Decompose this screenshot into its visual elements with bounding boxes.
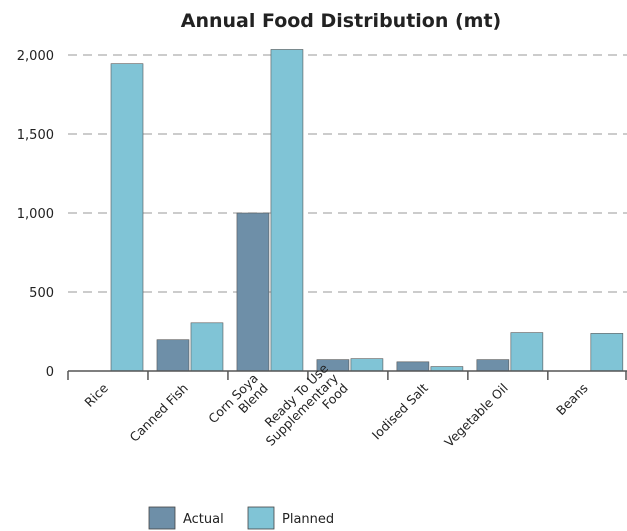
y-tick-label: 1,500 bbox=[17, 128, 54, 143]
legend-label-actual: Actual bbox=[183, 512, 224, 527]
x-category-label: Rice bbox=[81, 380, 111, 410]
bar-actual-2 bbox=[236, 212, 270, 372]
legend: Actual Planned bbox=[148, 506, 334, 530]
x-category-label-line: Vegetable Oil bbox=[441, 380, 511, 450]
y-tick-label: 2,000 bbox=[17, 49, 54, 64]
x-category-label: Beans bbox=[553, 380, 591, 418]
x-category-label: Iodised Salt bbox=[369, 380, 431, 442]
x-category-label-line: Iodised Salt bbox=[369, 380, 431, 442]
bars bbox=[110, 49, 624, 372]
x-axis-ticks bbox=[67, 371, 627, 380]
y-tick-label: 500 bbox=[29, 286, 54, 301]
y-axis-ticks: 0 500 1,000 1,500 2,000 bbox=[17, 49, 54, 380]
bar-planned-6 bbox=[590, 333, 624, 372]
legend-swatch-actual bbox=[148, 506, 176, 530]
x-category-label-line: Beans bbox=[553, 380, 591, 418]
y-tick-label: 0 bbox=[46, 365, 54, 380]
bar-actual-1 bbox=[156, 339, 190, 372]
x-category-label: Canned Fish bbox=[127, 380, 191, 444]
bar-actual-5 bbox=[476, 359, 510, 372]
legend-swatch-planned bbox=[247, 506, 275, 530]
legend-label-planned: Planned bbox=[282, 512, 334, 527]
x-category-label-line: Canned Fish bbox=[127, 380, 191, 444]
bar-planned-2 bbox=[270, 49, 304, 372]
gridlines bbox=[68, 54, 627, 293]
bar-actual-4 bbox=[396, 361, 430, 372]
bar-planned-3 bbox=[350, 358, 384, 372]
x-category-label-line: Rice bbox=[81, 380, 111, 410]
bar-planned-5 bbox=[510, 332, 544, 372]
chart-title: Annual Food Distribution (mt) bbox=[181, 10, 502, 32]
x-category-label: Vegetable Oil bbox=[441, 380, 511, 450]
bar-planned-1 bbox=[190, 322, 224, 372]
y-tick-label: 1,000 bbox=[17, 207, 54, 222]
bar-planned-0 bbox=[110, 63, 144, 372]
